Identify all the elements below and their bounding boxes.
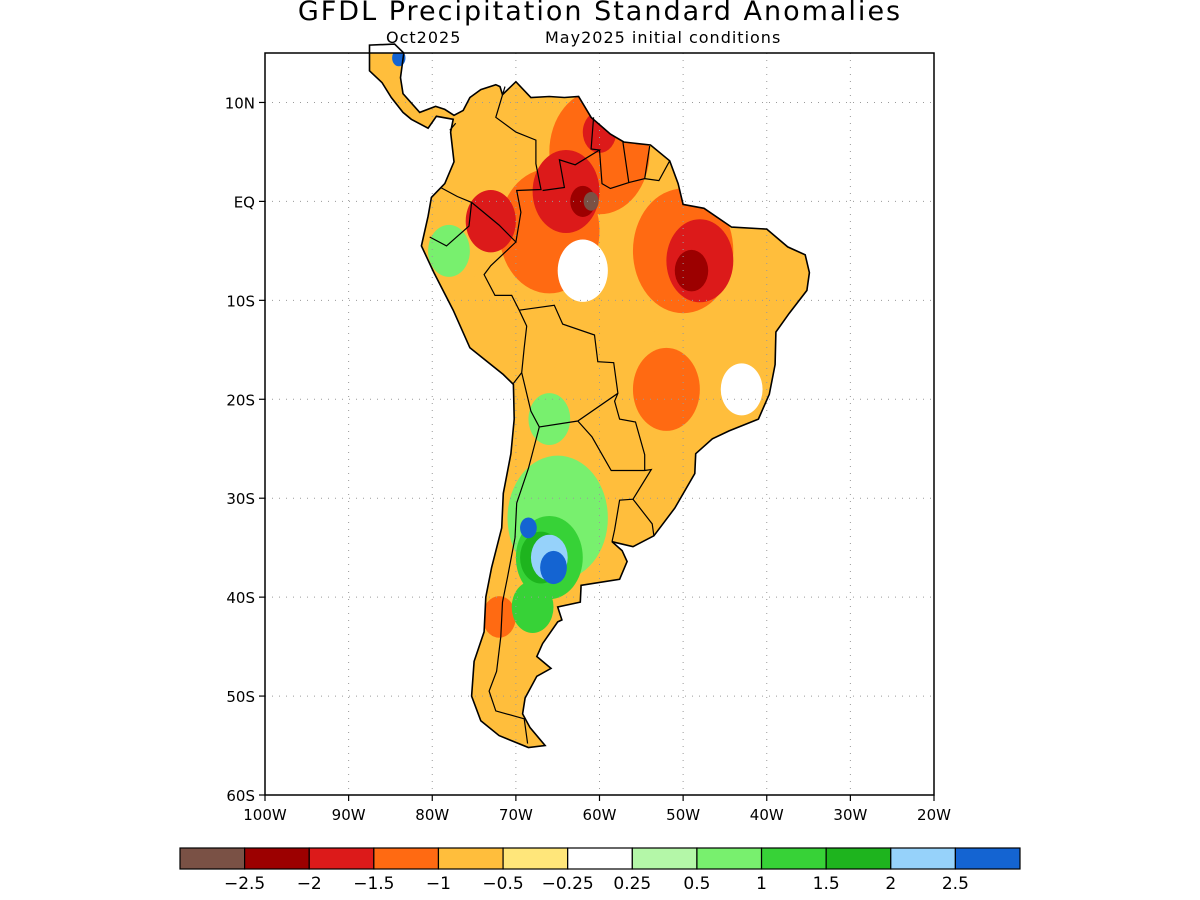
lon-tick-label: 20W	[917, 806, 951, 824]
colorbar: −2.5 −2 −1.5 −1 −0.5 −0.25 0.25 0.5 1 1.5 2 2.5	[179, 847, 1021, 894]
colorbar-swatch	[373, 847, 440, 870]
lon-axis: 100W 90W 80W 70W 60W 50W 40W 30W 20W	[243, 795, 951, 824]
map-title: GFDL Precipitation Standard Anomalies	[297, 0, 903, 27]
anomaly-patch	[720, 363, 763, 416]
anomaly-patch	[520, 517, 537, 539]
colorbar-swatch	[308, 847, 375, 870]
lat-tick-label: 40S	[226, 589, 255, 607]
initial-conditions: May2025 initial conditions	[545, 28, 782, 47]
lat-tick-label: 30S	[226, 490, 255, 508]
lon-tick-label: 70W	[499, 806, 533, 824]
lon-tick-label: 60W	[583, 806, 617, 824]
colorbar-swatch	[696, 847, 763, 870]
lon-tick-label: 80W	[415, 806, 449, 824]
colorbar-swatch	[179, 847, 246, 870]
colorbar-swatch	[502, 847, 569, 870]
lat-axis: 10N EQ 10S 20S 30S 40S 50S 60S	[225, 94, 265, 805]
colorbar-swatch	[244, 847, 310, 870]
anomaly-patch	[632, 347, 700, 431]
country-borders	[429, 86, 671, 744]
colorbar-swatch	[760, 847, 827, 870]
gridlines	[265, 53, 934, 795]
lat-tick-label: 10S	[226, 292, 255, 310]
anomaly-patch	[428, 224, 470, 277]
anomaly-patch	[482, 596, 516, 638]
anomaly-patch	[465, 190, 516, 253]
anomaly-patch	[674, 249, 709, 292]
colorbar-label: −0.25	[542, 874, 594, 894]
colorbar-swatch	[567, 847, 633, 870]
anomaly-patch	[540, 550, 567, 585]
lon-tick-label: 50W	[666, 806, 700, 824]
colorbar-label: 2.5	[942, 874, 969, 894]
colorbar-swatch	[954, 847, 1021, 870]
colorbar-swatch	[437, 847, 504, 870]
lat-tick-label: 50S	[226, 688, 255, 706]
colorbar-swatch	[890, 847, 956, 870]
anomaly-patch	[528, 393, 571, 446]
lon-tick-label: 100W	[243, 806, 287, 824]
colorbar-swatch	[631, 847, 698, 870]
colorbar-swatch	[825, 847, 892, 870]
anomaly-patch	[583, 192, 599, 211]
lon-tick-label: 30W	[833, 806, 867, 824]
anomaly-patch	[557, 239, 608, 302]
colorbar-label: −0.5	[482, 874, 523, 894]
colorbar-label: 1.5	[813, 874, 840, 894]
lat-tick-label: EQ	[234, 193, 255, 211]
lat-tick-label: 10N	[225, 94, 255, 112]
colorbar-label: 2	[885, 874, 896, 894]
colorbar-label: −2	[297, 874, 322, 894]
lon-tick-label: 40W	[750, 806, 784, 824]
lon-tick-label: 90W	[332, 806, 366, 824]
colorbar-label: 1	[756, 874, 767, 894]
colorbar-label: 0.25	[613, 874, 651, 894]
lat-tick-label: 60S	[226, 787, 255, 805]
lat-tick-label: 20S	[226, 391, 255, 409]
colorbar-label: −1	[426, 874, 451, 894]
colorbar-label: 0.5	[683, 874, 710, 894]
colorbar-label: −2.5	[224, 874, 265, 894]
valid-month: Oct2025	[386, 28, 462, 47]
colorbar-label: −1.5	[353, 874, 394, 894]
anomaly-patch	[511, 581, 554, 633]
